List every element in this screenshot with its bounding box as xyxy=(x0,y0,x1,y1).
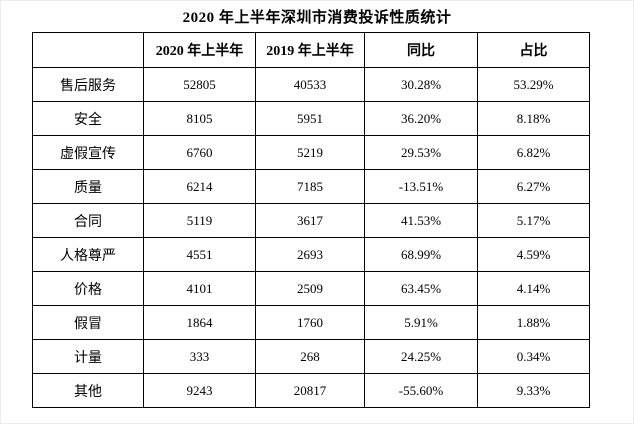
cell-2020: 333 xyxy=(143,339,256,374)
table-row: 售后服务 52805 40533 30.28% 53.29% xyxy=(32,67,590,102)
row-label: 人格尊严 xyxy=(32,237,144,272)
row-label: 售后服务 xyxy=(32,67,144,102)
cell-share: 4.14% xyxy=(477,271,590,306)
cell-yoy: 5.91% xyxy=(364,305,478,340)
cell-yoy: 30.28% xyxy=(364,67,478,102)
cell-share: 4.59% xyxy=(477,237,590,272)
row-label: 安全 xyxy=(32,101,144,136)
cell-share: 0.34% xyxy=(477,339,590,374)
cell-2019: 20817 xyxy=(255,373,365,408)
cell-share: 6.82% xyxy=(477,135,590,170)
cell-2019: 5951 xyxy=(255,101,365,136)
row-label: 虚假宣传 xyxy=(32,135,144,170)
column-header-category xyxy=(32,32,144,68)
cell-2020: 4551 xyxy=(143,237,256,272)
row-label: 价格 xyxy=(32,271,144,306)
table-row: 虚假宣传 6760 5219 29.53% 6.82% xyxy=(32,135,590,170)
cell-share: 1.88% xyxy=(477,305,590,340)
cell-yoy: -55.60% xyxy=(364,373,478,408)
cell-2019: 40533 xyxy=(255,67,365,102)
cell-yoy: 68.99% xyxy=(364,237,478,272)
cell-share: 9.33% xyxy=(477,373,590,408)
cell-share: 6.27% xyxy=(477,169,590,204)
page-title: 2020 年上半年深圳市消费投诉性质统计 xyxy=(182,10,452,26)
cell-2019: 268 xyxy=(255,339,365,374)
row-label: 假冒 xyxy=(32,305,144,340)
cell-2019: 2509 xyxy=(255,271,365,306)
cell-2020: 52805 xyxy=(143,67,256,102)
cell-yoy: 41.53% xyxy=(364,203,478,238)
cell-share: 5.17% xyxy=(477,203,590,238)
cell-2020: 9243 xyxy=(143,373,256,408)
row-label: 其他 xyxy=(32,373,144,408)
column-header-share: 占比 xyxy=(477,32,590,68)
table-row: 人格尊严 4551 2693 68.99% 4.59% xyxy=(32,237,590,272)
column-header-2019: 2019 年上半年 xyxy=(255,32,365,68)
table-row: 价格 4101 2509 63.45% 4.14% xyxy=(32,271,590,306)
cell-2019: 7185 xyxy=(255,169,365,204)
column-header-yoy: 同比 xyxy=(364,32,478,68)
complaints-statistics-table: 2020 年上半年 2019 年上半年 同比 占比 售后服务 52805 405… xyxy=(32,32,590,408)
cell-2019: 5219 xyxy=(255,135,365,170)
table-row: 合同 5119 3617 41.53% 5.17% xyxy=(32,203,590,238)
table-row: 安全 8105 5951 36.20% 8.18% xyxy=(32,101,590,136)
cell-yoy: -13.51% xyxy=(364,169,478,204)
row-label: 计量 xyxy=(32,339,144,374)
table-row: 质量 6214 7185 -13.51% 6.27% xyxy=(32,169,590,204)
cell-share: 8.18% xyxy=(477,101,590,136)
table-header-row: 2020 年上半年 2019 年上半年 同比 占比 xyxy=(32,32,590,68)
cell-share: 53.29% xyxy=(477,67,590,102)
cell-yoy: 36.20% xyxy=(364,101,478,136)
cell-2019: 3617 xyxy=(255,203,365,238)
cell-2020: 1864 xyxy=(143,305,256,340)
cell-2020: 8105 xyxy=(143,101,256,136)
cell-2019: 1760 xyxy=(255,305,365,340)
cell-2020: 6214 xyxy=(143,169,256,204)
row-label: 质量 xyxy=(32,169,144,204)
cell-yoy: 63.45% xyxy=(364,271,478,306)
table-row: 其他 9243 20817 -55.60% 9.33% xyxy=(32,373,590,408)
table-row: 计量 333 268 24.25% 0.34% xyxy=(32,339,590,374)
cell-2020: 5119 xyxy=(143,203,256,238)
cell-2020: 6760 xyxy=(143,135,256,170)
row-label: 合同 xyxy=(32,203,144,238)
table-row: 假冒 1864 1760 5.91% 1.88% xyxy=(32,305,590,340)
cell-2020: 4101 xyxy=(143,271,256,306)
cell-yoy: 24.25% xyxy=(364,339,478,374)
cell-yoy: 29.53% xyxy=(364,135,478,170)
column-header-2020: 2020 年上半年 xyxy=(143,32,256,68)
cell-2019: 2693 xyxy=(255,237,365,272)
